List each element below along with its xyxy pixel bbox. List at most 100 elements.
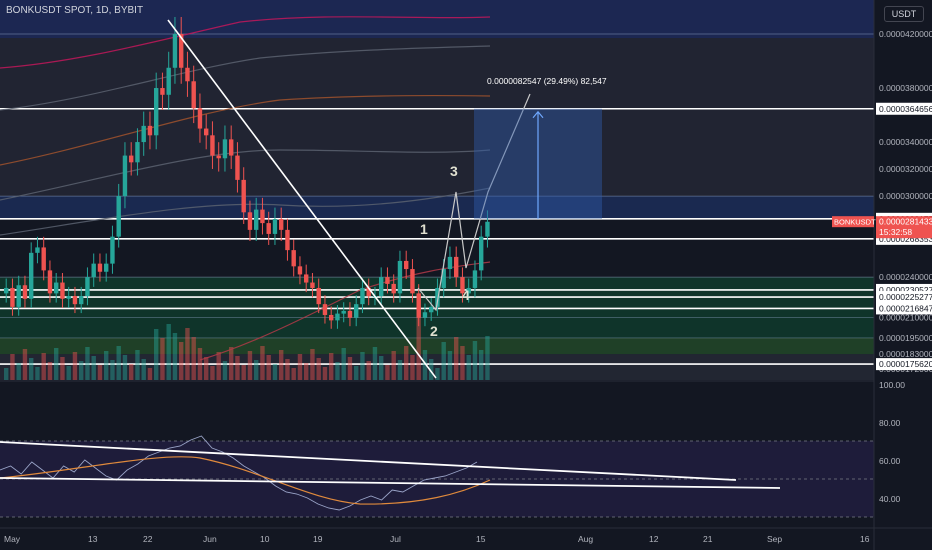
volume-bar	[285, 359, 290, 380]
candle-body	[354, 304, 359, 318]
level-price-label: 0.0000216847	[879, 303, 932, 313]
projection-zigzag	[417, 93, 531, 312]
volume-bar	[22, 349, 28, 380]
candle-body	[254, 209, 259, 230]
candle-body	[297, 266, 303, 275]
volume-bar	[466, 355, 471, 380]
volume-bars	[4, 309, 490, 380]
candle-body	[147, 125, 153, 136]
candle-body	[154, 88, 159, 136]
drawings[interactable]: 0.0000082547 (29.49%) 82,547 1 2 3 4	[167, 19, 607, 379]
price-tick-label: 0.0000340000	[879, 137, 932, 147]
wave-label-4: 4	[462, 287, 470, 303]
candle-body	[141, 125, 146, 143]
measure-arrow-head	[532, 110, 544, 119]
candle-body	[172, 34, 178, 68]
level-price-tag	[876, 102, 932, 115]
bottom-zone-band	[0, 354, 874, 380]
volume-bar	[191, 337, 196, 380]
volume-bar	[204, 357, 209, 380]
candle-body	[247, 212, 253, 230]
volume-bar	[54, 348, 59, 380]
candle-body	[66, 296, 71, 299]
time-tick-label: 19	[313, 534, 323, 544]
rsi-tick-label: 100.00	[879, 380, 905, 390]
volume-bar	[72, 352, 78, 380]
volume-bar	[472, 341, 478, 380]
candle-body	[341, 310, 346, 314]
candle-body	[241, 179, 246, 213]
candle-body	[41, 247, 46, 271]
rsi-pane	[0, 435, 874, 518]
volume-bar	[429, 359, 434, 380]
candlesticks	[4, 16, 490, 329]
candle-body	[310, 282, 315, 288]
volume-bar	[16, 363, 21, 380]
volume-bar	[435, 368, 440, 380]
volume-bar	[360, 352, 365, 380]
blue-zone-band	[0, 196, 874, 219]
candle-body	[391, 283, 396, 294]
candle-body	[110, 236, 115, 264]
time-tick-label: Jun	[203, 534, 217, 544]
candle-body	[360, 287, 365, 305]
volume-bar	[254, 360, 259, 380]
volume-bar	[85, 347, 90, 380]
volume-bar	[404, 346, 409, 380]
candle-body	[410, 269, 415, 294]
volume-bar	[316, 358, 321, 380]
volume-bar	[410, 355, 415, 380]
candle-body	[472, 270, 478, 288]
candle-body	[347, 310, 353, 318]
olive-zone-band	[0, 337, 874, 355]
volume-bar	[4, 368, 9, 380]
candle-body	[316, 287, 321, 305]
symbol-tag	[832, 216, 874, 228]
candle-body	[185, 67, 190, 82]
candle-body	[329, 314, 334, 321]
ma-brown	[0, 95, 491, 166]
price-tick-label: 0.0000210000	[879, 313, 932, 323]
time-tick-label: 22	[143, 534, 153, 544]
rsi-ma-line	[0, 456, 491, 505]
symbol-tag-label: BONKUSDT	[834, 218, 876, 227]
volume-bar	[416, 309, 421, 380]
candle-body	[416, 293, 421, 318]
time-tick-label: 10	[260, 534, 270, 544]
volume-bar	[460, 346, 465, 380]
volume-bar	[266, 355, 271, 380]
volume-bar	[122, 355, 128, 380]
candle-body	[47, 270, 53, 294]
volume-bar	[297, 354, 303, 380]
candle-body	[129, 155, 134, 163]
candle-body	[285, 229, 290, 251]
level-price-tag	[876, 291, 932, 304]
level-price-tag	[876, 302, 932, 315]
price-tick-label: 0.0000320000	[879, 164, 932, 174]
zone-bands	[0, 0, 874, 380]
volume-bar	[372, 347, 378, 380]
time-tick-label: Jul	[390, 534, 401, 544]
candle-body	[4, 287, 9, 294]
current-price-label: 0.0000281433	[879, 217, 932, 227]
volume-bar	[235, 356, 240, 380]
volume-bar	[310, 349, 315, 380]
candle-body	[97, 263, 103, 272]
candle-body	[447, 256, 453, 270]
candle-body	[291, 250, 296, 267]
ma-low-gray	[0, 187, 491, 236]
wave-label-3: 3	[450, 163, 458, 179]
volume-bar	[272, 364, 278, 380]
candle-body	[29, 252, 34, 299]
volume-bar	[179, 342, 184, 380]
time-tick-label: 16	[860, 534, 870, 544]
volume-bar	[397, 360, 403, 380]
candle-body	[429, 306, 434, 313]
currency-selector[interactable]: USDT	[884, 6, 924, 22]
candle-body	[266, 223, 271, 234]
rsi-tick-label: 80.00	[879, 418, 901, 428]
candle-body	[116, 196, 121, 237]
rsi-trendline-lower	[0, 477, 781, 489]
candle-body	[91, 263, 96, 278]
